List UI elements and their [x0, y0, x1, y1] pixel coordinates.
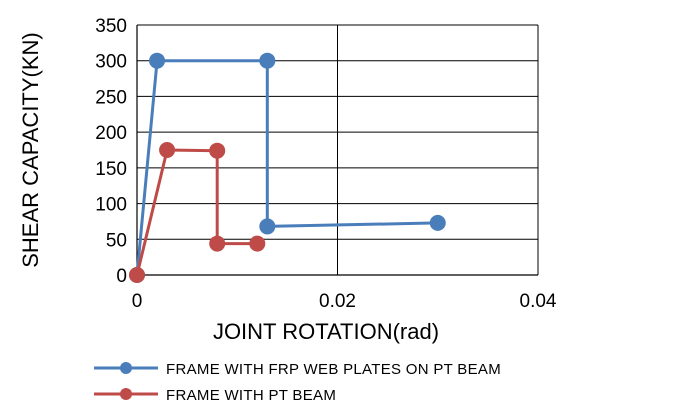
data-point-0	[259, 218, 276, 235]
y-tick-label: 250	[95, 87, 127, 108]
data-point-1	[159, 142, 176, 158]
series-line-1	[135, 148, 258, 276]
data-point-1	[249, 235, 266, 252]
x-axis-ticks: 0 0.02 0.04	[132, 291, 557, 312]
data-point-0	[149, 52, 166, 69]
legend-label-pt: FRAME WITH PT BEAM	[166, 387, 336, 404]
data-point-1	[209, 142, 226, 159]
data-point-1	[129, 267, 145, 283]
legend: FRAME WITH FRP WEB PLATES ON PT BEAM FRA…	[94, 361, 501, 404]
y-axis-ticks: 0 50 100 150 200 250 300 350	[95, 16, 127, 287]
y-tick-label: 350	[95, 16, 127, 37]
series-layer	[129, 52, 446, 283]
legend-marker-frp	[120, 362, 132, 374]
axes	[136, 25, 538, 276]
y-tick-label: 0	[116, 266, 127, 287]
data-point-0	[259, 52, 276, 69]
data-point-0	[429, 214, 446, 231]
x-tick-label: 0.04	[520, 291, 557, 312]
legend-marker-pt	[120, 388, 132, 400]
legend-item-pt: FRAME WITH PT BEAM	[94, 387, 336, 404]
y-tick-label: 150	[95, 159, 127, 180]
data-point-1	[209, 235, 226, 252]
x-tick-label: 0	[132, 291, 143, 312]
legend-item-frp: FRAME WITH FRP WEB PLATES ON PT BEAM	[94, 361, 501, 378]
y-tick-label: 300	[95, 52, 127, 73]
x-axis-title: JOINT ROTATION(rad)	[213, 319, 439, 344]
y-axis-title: SHEAR CAPACITY(KN)	[18, 32, 43, 268]
legend-label-frp: FRAME WITH FRP WEB PLATES ON PT BEAM	[166, 361, 501, 378]
y-tick-label: 50	[106, 230, 127, 251]
x-tick-label: 0.02	[319, 291, 356, 312]
y-tick-label: 200	[95, 123, 127, 144]
y-tick-label: 100	[95, 195, 127, 216]
